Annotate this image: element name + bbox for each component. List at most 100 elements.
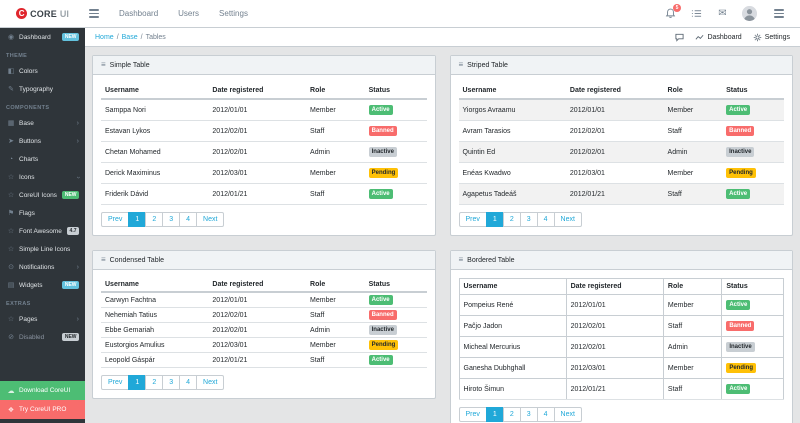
sidebar-item-simple-line-icons[interactable]: ☆ Simple Line Icons bbox=[0, 240, 85, 258]
sidebar-minimizer[interactable] bbox=[0, 419, 85, 423]
sidebar-item-label: Charts bbox=[19, 155, 39, 163]
sidebar-item-icons[interactable]: ☆ Icons › bbox=[0, 168, 85, 186]
navbar-right: 5 ✉ bbox=[664, 4, 800, 21]
page-button-next[interactable]: Next bbox=[196, 212, 225, 227]
column-header-username: Username bbox=[101, 278, 209, 293]
download-coreui-button[interactable]: ☁ Download CoreUI bbox=[0, 381, 85, 400]
sidebar-item-pages[interactable]: ☆ Pages › bbox=[0, 310, 85, 328]
table-cell: Member bbox=[306, 162, 365, 184]
table-cell: Inactive bbox=[364, 141, 427, 163]
table-row: Eustorgios Amulius 2012/03/01 Member Pendin… bbox=[101, 337, 427, 353]
table-menu-icon: ≡ bbox=[101, 60, 106, 69]
breadcrumb-link[interactable]: Base bbox=[121, 33, 138, 41]
try-coreui-pro-button[interactable]: ❖ Try CoreUI PRO bbox=[0, 400, 85, 419]
page-button-3[interactable]: 3 bbox=[519, 212, 538, 227]
page-button-next[interactable]: Next bbox=[553, 407, 582, 422]
breadcrumb: Home / Base / Tables Dashboard Settings bbox=[85, 28, 800, 47]
sidebar-item-flags[interactable]: ⚑ Flags bbox=[0, 204, 85, 222]
brand-logo[interactable]: C CORE UI bbox=[0, 8, 85, 19]
user-avatar[interactable] bbox=[742, 6, 757, 21]
column-header-role: Role bbox=[306, 83, 365, 100]
sidebar-item-label: Flags bbox=[19, 209, 35, 217]
table-cell: Member bbox=[306, 291, 365, 308]
table-cell: Member bbox=[663, 162, 723, 184]
breadcrumb-settings-button[interactable]: Settings bbox=[753, 33, 790, 42]
calculator-icon: ▤ bbox=[7, 282, 15, 289]
page-button-prev[interactable]: Prev bbox=[458, 212, 487, 227]
page-button-4[interactable]: 4 bbox=[536, 212, 555, 227]
sidebar-item-label: Widgets bbox=[19, 281, 43, 289]
page-button-4[interactable]: 4 bbox=[179, 212, 198, 227]
navbar-link-settings[interactable]: Settings bbox=[219, 9, 248, 18]
table-row: Nehemiah Tatius 2012/02/01 Staff Banned bbox=[101, 307, 427, 323]
pagination: Prev 1 2 3 4 Next bbox=[458, 212, 582, 227]
bell-icon[interactable]: 5 bbox=[664, 4, 681, 20]
sidebar-item-charts[interactable]: ◔ Charts bbox=[0, 150, 85, 168]
page-button-3[interactable]: 3 bbox=[162, 212, 181, 227]
drop-icon: ◧ bbox=[7, 68, 15, 75]
ban-icon: ⊘ bbox=[8, 334, 14, 341]
sidebar-badge: NEW bbox=[62, 333, 79, 341]
table-header-row: Username Date registered Role Status bbox=[101, 83, 427, 100]
page-button-prev[interactable]: Prev bbox=[101, 212, 130, 227]
navbar-link-dashboard[interactable]: Dashboard bbox=[119, 9, 159, 18]
page-button-2[interactable]: 2 bbox=[145, 212, 164, 227]
page-button-1[interactable]: 1 bbox=[128, 375, 147, 390]
table-cell: 2012/01/21 bbox=[208, 183, 307, 205]
page-button-3[interactable]: 3 bbox=[162, 375, 181, 390]
sidebar-item-dashboard[interactable]: ◉ Dashboard NEW bbox=[0, 28, 85, 46]
cloud-download-icon: ☁ bbox=[7, 387, 15, 395]
pagination: Prev 1 2 3 4 Next bbox=[458, 407, 582, 422]
page-button-prev[interactable]: Prev bbox=[101, 375, 130, 390]
sidebar-item-widgets[interactable]: ▤ Widgets NEW bbox=[0, 276, 85, 294]
sidebar-item-colors[interactable]: ◧ Colors bbox=[0, 62, 85, 80]
sidebar-item-notifications[interactable]: ⊙ Notifications › bbox=[0, 258, 85, 276]
notification-count-badge: 5 bbox=[673, 4, 681, 12]
page-button-2[interactable]: 2 bbox=[502, 407, 521, 422]
table-cell: Active bbox=[722, 183, 784, 205]
speech-bubble-icon[interactable] bbox=[675, 33, 685, 42]
envelope-icon[interactable]: ✉ bbox=[718, 8, 727, 19]
status-badge: Active bbox=[368, 295, 393, 305]
table-cell: Paĉjo Jadon bbox=[458, 315, 567, 337]
table-row: Agapetus Tadeáš 2012/01/21 Staff Active bbox=[458, 183, 784, 205]
column-header-date-registered: Date registered bbox=[208, 83, 307, 100]
page-button-1[interactable]: 1 bbox=[485, 407, 504, 422]
sidebar-item-label: Font Awesome bbox=[19, 227, 62, 235]
navbar-link-users[interactable]: Users bbox=[178, 9, 200, 18]
table-cell: Staff bbox=[306, 352, 365, 368]
sidebar-item-typography[interactable]: ✎ Typography bbox=[0, 80, 85, 98]
status-badge: Inactive bbox=[368, 325, 397, 335]
sidebar: ◉ Dashboard NEW THEME ◧ Colors ✎ Typogra… bbox=[0, 28, 85, 423]
page-button-2[interactable]: 2 bbox=[502, 212, 521, 227]
sidebar-item-base[interactable]: ▦ Base › bbox=[0, 114, 85, 132]
star-icon: ☆ bbox=[7, 228, 15, 235]
page-button-4[interactable]: 4 bbox=[536, 407, 555, 422]
breadcrumb-separator: / bbox=[140, 33, 143, 41]
page-button-1[interactable]: 1 bbox=[128, 212, 147, 227]
sidebar-item-disabled[interactable]: ⊘ Disabled NEW bbox=[0, 328, 85, 346]
sidebar-item-font-awesome[interactable]: ☆ Font Awesome 4.7 bbox=[0, 222, 85, 240]
sidebar-item-coreui-icons[interactable]: ☆ CoreUI Icons NEW bbox=[0, 186, 85, 204]
table-cell: 2012/03/01 bbox=[565, 357, 664, 379]
page-button-1[interactable]: 1 bbox=[485, 212, 504, 227]
sidebar-toggler-icon[interactable] bbox=[85, 6, 103, 21]
list-icon[interactable] bbox=[690, 7, 703, 20]
page-button-next[interactable]: Next bbox=[553, 212, 582, 227]
chevron-icon: › bbox=[74, 175, 82, 179]
table-cell: Staff bbox=[662, 315, 723, 337]
page-button-next[interactable]: Next bbox=[196, 375, 225, 390]
table-row: Friderik Dávid 2012/01/21 Staff Active bbox=[101, 183, 427, 205]
table-cell: 2012/02/01 bbox=[565, 315, 664, 337]
page-button-3[interactable]: 3 bbox=[519, 407, 538, 422]
page-button-prev[interactable]: Prev bbox=[458, 407, 487, 422]
page-button-2[interactable]: 2 bbox=[145, 375, 164, 390]
breadcrumb-link[interactable]: Home bbox=[95, 33, 114, 41]
page-button-4[interactable]: 4 bbox=[179, 375, 198, 390]
simple-table-card: ≡ Simple Table Username Date registered Ro… bbox=[92, 55, 436, 236]
sidebar-item-buttons[interactable]: ➤ Buttons › bbox=[0, 132, 85, 150]
aside-toggler-icon[interactable] bbox=[770, 6, 788, 21]
breadcrumb-dashboard-button[interactable]: Dashboard bbox=[695, 33, 742, 42]
table-cell: Pending bbox=[364, 337, 427, 353]
column-header-role: Role bbox=[663, 83, 723, 100]
